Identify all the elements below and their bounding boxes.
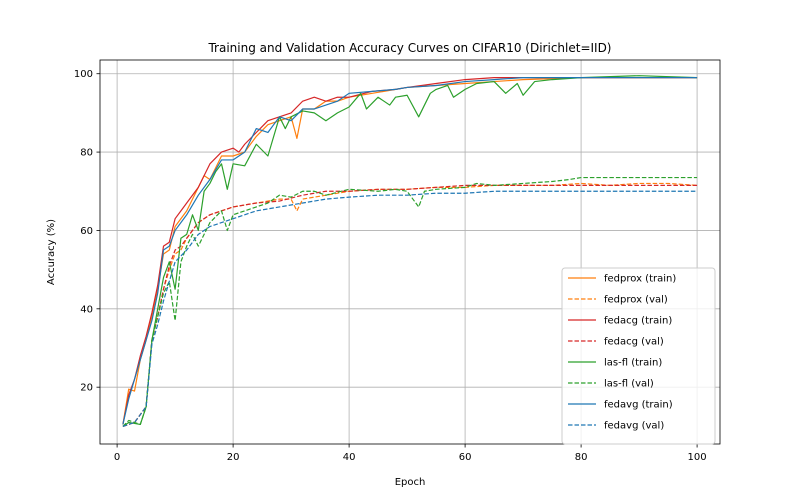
legend-box <box>561 267 716 445</box>
legend-label: fedprox (train) <box>604 274 676 285</box>
series-line-2 <box>122 77 698 425</box>
x-tick-label: 100 <box>688 452 707 463</box>
legend-label: fedprox (val) <box>604 295 668 306</box>
legend-label: fedacg (train) <box>604 316 672 327</box>
y-tick-label: 20 <box>80 383 93 394</box>
y-tick-label: 60 <box>80 226 93 237</box>
legend-label: fedacg (val) <box>604 337 664 348</box>
legend-label: fedavg (val) <box>604 421 664 432</box>
series-line-4 <box>122 75 698 427</box>
legend: fedprox (train) fedprox (val) fedacg (trai… <box>561 267 716 445</box>
axis-ticks: 0 20 40 60 80 100 20 40 60 80 100 <box>74 69 707 463</box>
x-tick-label: 60 <box>459 452 472 463</box>
x-tick-label: 40 <box>343 452 356 463</box>
x-tick-label: 20 <box>227 452 240 463</box>
legend-label: las-fl (train) <box>604 358 662 369</box>
x-tick-label: 80 <box>575 452 588 463</box>
series-line-6 <box>122 77 698 425</box>
y-tick-label: 40 <box>80 304 93 315</box>
series-line-7 <box>122 190 698 427</box>
x-tick-label: 0 <box>114 452 120 463</box>
plot-frame <box>99 59 721 445</box>
chart-title: Training and Validation Accuracy Curves … <box>207 41 611 55</box>
y-tick-label: 80 <box>80 148 93 159</box>
y-tick-label: 100 <box>74 69 93 80</box>
legend-label: las-fl (val) <box>604 379 654 390</box>
legend-label: fedavg (train) <box>604 400 673 411</box>
x-axis-label: Epoch <box>395 477 426 488</box>
series-line-5 <box>122 176 698 427</box>
y-axis-label: Accuracy (%) <box>46 219 57 285</box>
series-lines <box>122 75 698 427</box>
